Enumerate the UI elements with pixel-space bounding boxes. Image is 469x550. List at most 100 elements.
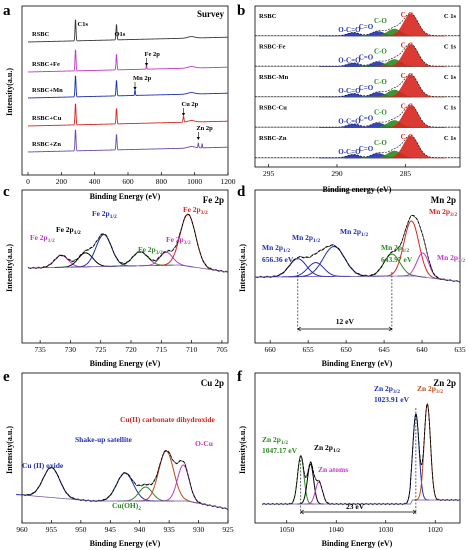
f-tick-label: 1030 (378, 525, 393, 534)
mn-peak-label: Mn 2p1/2 (262, 243, 290, 254)
cu-labels: Cu (II) oxide Shake-up satellite Cu(II) … (22, 415, 216, 512)
ylabel-e: Intensity(a.u.) (5, 426, 14, 474)
panel-f: f Zn 2p Intensity(a.u.) Binding Energy (… (237, 369, 461, 548)
d-tick-label: 645 (378, 345, 390, 354)
survey-arrowhead (181, 113, 186, 116)
fe-peak-label: Fe 2p3/2 (138, 245, 163, 256)
c-tick-label: 710 (186, 345, 198, 354)
survey-row-label: RSBC (32, 31, 50, 38)
c1s-oco-label: O-C=O (338, 57, 361, 65)
e-tick-label: 955 (46, 525, 58, 534)
ylabel-a: Intensity(a.u.) (5, 68, 14, 116)
c1s-row-rsbc-cu: RSBC-Cu C 1s O-C=OC=OC-O C-C (255, 103, 460, 128)
xticks-a: 0 200 400 600 800 1000 1200 (26, 172, 236, 186)
c-tick-label: 730 (65, 345, 77, 354)
c1s-cc-label: C-C (401, 42, 413, 50)
mn-arrowhead-right (388, 326, 393, 332)
zn-atoms-label: Zn atoms (318, 465, 348, 474)
zn-labels: Zn 2p1/2 1047.17 eV Zn 2p1/2 Zn atoms Zn… (262, 384, 443, 511)
cu-peak-hydroxide (117, 486, 174, 502)
d-tick-label: 640 (416, 345, 428, 354)
e-tick-label: 945 (105, 525, 117, 534)
mn-peak-label: Mn 2p3/2 (381, 243, 409, 254)
c1s-envelope (255, 43, 460, 67)
panel-c: c Fe 2p Intensity(a.u.) Binding Energy (… (3, 184, 229, 368)
survey-peak-label: Cu 2p (182, 101, 199, 108)
fe-peak-label: Fe 2p1/2 (56, 225, 81, 236)
fitted-envelope (21, 449, 229, 510)
plot-frame-e (21, 372, 229, 524)
a-tick-label: 400 (89, 177, 101, 186)
zn-2p12-label: Zn 2p1/2 (262, 435, 288, 446)
b-tick-label: 285 (400, 169, 412, 178)
zn-1023-label: 1023.91 eV (374, 395, 410, 404)
survey-line-rsbc-mn (27, 75, 229, 99)
panel-label-e: e (3, 369, 10, 385)
zn-splitting-label: 23 eV (346, 502, 365, 511)
xlabel-f: Binding Energy (eV) (322, 539, 393, 548)
mn-peak-labels: Mn 2p1/2Mn 2p1/2Mn 2p1/2Mn 2p3/2Mn 2p3/2… (262, 207, 465, 332)
survey-peak-label: C1s (78, 21, 89, 28)
zn-arrowhead-right (412, 509, 417, 515)
plot-frame-d (254, 189, 461, 344)
xticks-f: 1050 1040 1030 1020 (279, 520, 443, 534)
c1s-row-title: C 1s (444, 105, 457, 112)
xlabel-c: Binding Energy (eV) (90, 359, 161, 368)
e-tick-label: 935 (164, 525, 176, 534)
a-tick-label: 800 (156, 177, 168, 186)
mn-peak-label: Mn 2p3/2 (437, 253, 465, 264)
c1s-ceqo-label: C=O (359, 145, 374, 153)
c1s-envelope (255, 12, 460, 36)
title-c: Fe 2p (203, 195, 224, 205)
d-tick-label: 660 (265, 345, 277, 354)
zn-peak-1045 (297, 463, 324, 505)
c1s-oco-label: O-C=O (338, 87, 361, 95)
c1s-co-label: C-O (374, 17, 387, 25)
xticks-e: 960 955 950 945 940 935 930 925 (16, 520, 234, 534)
c-tick-label: 735 (34, 345, 46, 354)
e-tick-label: 960 (16, 525, 28, 534)
fe-spectrum (27, 213, 229, 273)
background-line (262, 499, 460, 505)
c1s-row-rsbc-zn: RSBC-Zn C 1s O-C=OC=OC-O C-C (255, 133, 460, 159)
c1s-ceqo-label: C=O (359, 84, 374, 92)
d-tick-label: 635 (454, 345, 466, 354)
fe-peak-labels: Fe 2p1/2Fe 2p1/2Fe 2p1/2Fe 2p3/2Fe 2p3/2… (30, 205, 208, 256)
a-tick-label: 1200 (221, 177, 236, 186)
c1s-row-name: RSBC-Zn (259, 135, 287, 142)
b-tick-label: 290 (331, 169, 343, 178)
mn-peak-label: Mn 2p1/2 (292, 233, 320, 244)
mn-peak-651 (288, 245, 380, 278)
c1s-envelope (255, 134, 460, 158)
c1s-cc-label: C-C (401, 11, 413, 19)
survey-arrowhead (196, 137, 200, 140)
xlabel-d: Binding Energy (eV) (322, 359, 393, 368)
survey-row-label: RSBC+Fe (32, 61, 60, 68)
panel-d: d Mn 2p Intensity(a.u.) Binding Energy (… (237, 184, 466, 368)
a-tick-label: 1000 (187, 177, 202, 186)
cu-carbonate-label: Cu(II) carbonate dihydroxide (120, 415, 216, 424)
survey-peak-label: Fe 2p (145, 51, 161, 58)
d-tick-label: 655 (303, 345, 315, 354)
cu-spectrum (16, 449, 229, 511)
panel-label-f: f (237, 369, 243, 385)
c-tick-label: 720 (125, 345, 137, 354)
c1s-ceqo-label: C=O (359, 115, 374, 123)
c1s-ceqo-label: C=O (359, 54, 374, 62)
c1s-row-rsbc: RSBC C 1s O-C=OC=OC-O C-C (255, 11, 460, 37)
survey-line-rsbc-cu (27, 103, 229, 127)
c1s-row-name: RSBC-Cu (259, 105, 287, 112)
xlabel-b: Binding energy (eV) (323, 185, 392, 194)
zn-2p32b-label: Zn 2p3/2 (417, 384, 443, 395)
title-d: Mn 2p (431, 195, 456, 205)
b-tick-label: 295 (263, 169, 275, 178)
cu-satellite-label: Shake-up satellite (75, 435, 133, 444)
a-tick-label: 0 (26, 177, 30, 186)
f-tick-label: 1050 (279, 525, 294, 534)
survey-arrowhead (144, 63, 149, 66)
c1s-co-label: C-O (374, 48, 387, 56)
zn-arrowhead-left (300, 509, 304, 515)
survey-row-label: RSBC+Cu (32, 115, 62, 122)
